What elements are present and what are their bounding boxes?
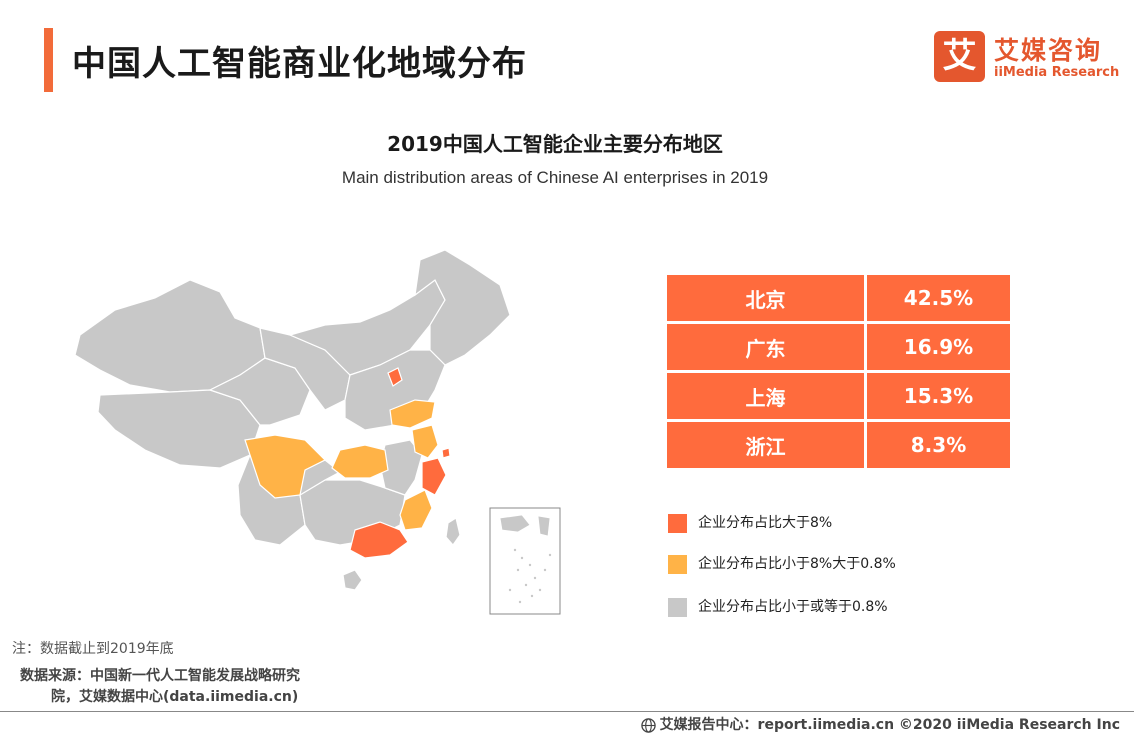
region-cell: 上海 [667,373,867,422]
map-region-northeast [414,249,511,366]
map-region-xinjiang [74,279,266,393]
legend-label: 企业分布占比小于或等于0.8% [698,599,888,615]
table-row: 广东 16.9% [667,324,1010,373]
region-cell: 广东 [667,324,867,373]
logo-chinese-name: 艾媒咨询 [994,36,1103,65]
region-cell: 北京 [667,275,867,324]
region-cell: 浙江 [667,422,867,471]
china-map [74,249,561,615]
title-accent-bar [44,28,53,92]
map-region-taiwan [445,517,461,546]
map-region-zhejiang [421,457,447,496]
map-region-tibet [97,389,261,469]
share-cell: 8.3% [867,422,1010,471]
legend-label: 企业分布占比小于8%大于0.8% [698,556,896,572]
share-cell: 42.5% [867,275,1010,324]
data-source: 数据来源：中国新一代人工智能发展战略研究 院，艾媒数据中心(data.iimed… [20,666,360,708]
south-china-sea-inset [489,507,561,615]
legend-swatch-low [668,597,687,617]
legend-item-mid: 企业分布占比小于8%大于0.8% [668,553,896,574]
source-line-2: 院，艾媒数据中心(data.iimedia.cn) [51,689,299,705]
map-region-shanghai [441,447,451,459]
map-region-guangdong [349,521,409,559]
share-cell: 16.9% [867,324,1010,373]
legend-item-low: 企业分布占比小于或等于0.8% [668,596,888,617]
table-row: 北京 42.5% [667,275,1010,324]
table-row: 上海 15.3% [667,373,1010,422]
share-cell: 15.3% [867,373,1010,422]
page-title: 中国人工智能商业化地域分布 [72,44,527,84]
footer: 艾媒报告中心：report.iimedia.cn ©2020 iiMedia R… [640,714,1120,734]
legend-swatch-high [668,513,687,533]
legend-item-high: 企业分布占比大于8% [668,512,832,533]
legend-label: 企业分布占比大于8% [698,515,833,531]
table-row: 浙江 8.3% [667,422,1010,471]
distribution-table: 北京 42.5% 广东 16.9% 上海 15.3% 浙江 8.3% [667,275,1010,471]
iimedia-logo: 艾 艾媒咨询 iiMedia Research [934,31,1119,87]
map-region-sichuan [244,434,327,499]
footer-divider [0,711,1134,712]
source-line-1: 数据来源：中国新一代人工智能发展战略研究 [20,668,300,684]
legend-swatch-mid [668,554,687,574]
map-region-shandong [389,399,436,429]
map-region-jiangsu [411,424,439,459]
chart-title: 2019中国人工智能企业主要分布地区 [387,132,723,156]
chart-subtitle: Main distribution areas of Chinese AI en… [341,168,769,187]
footer-text: 艾媒报告中心：report.iimedia.cn ©2020 iiMedia R… [659,717,1120,733]
data-note: 注：数据截止到2019年底 [12,641,174,657]
globe-icon [640,717,656,733]
map-region-hubei [331,444,389,479]
map-region-hainan [342,569,363,591]
map-region-beijing [387,367,403,387]
logo-english-name: iiMedia Research [994,65,1120,80]
logo-mark-icon: 艾 [934,31,985,82]
map-region-qinghai [208,357,311,426]
